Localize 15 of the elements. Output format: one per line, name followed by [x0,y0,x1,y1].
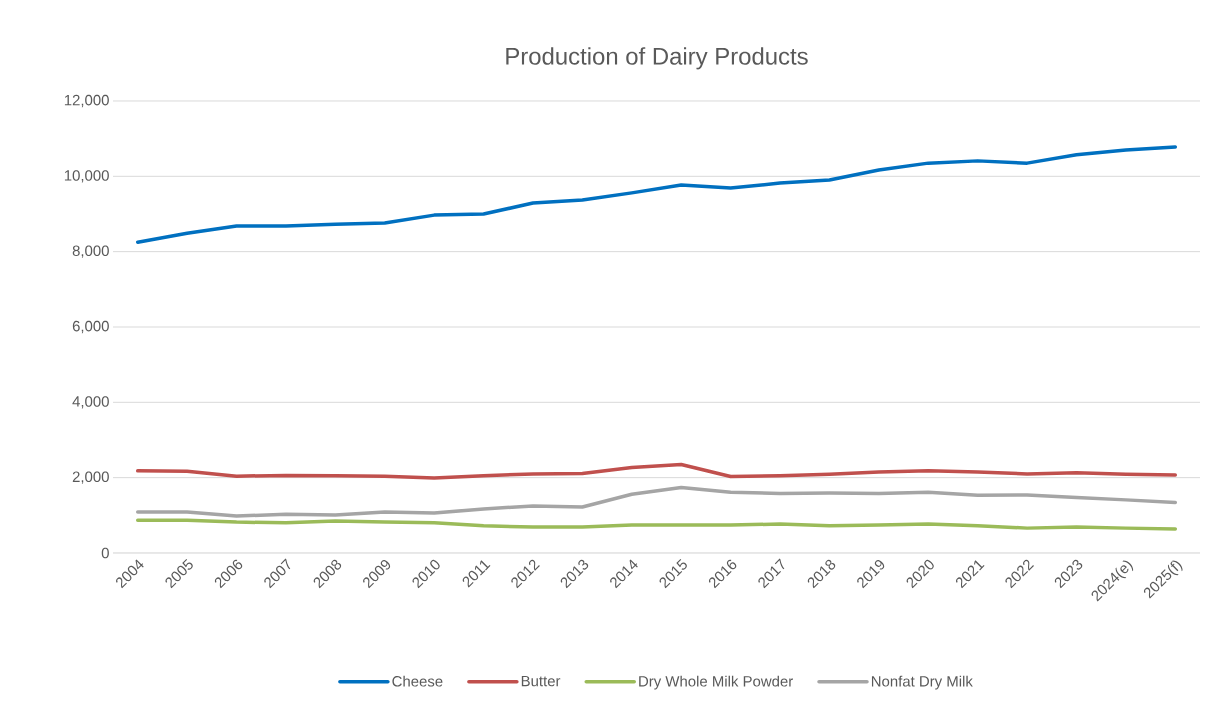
y-tick-label: 10,000 [64,170,109,183]
line-series [135,485,1178,518]
y-tick-label: 8,000 [72,245,109,258]
y-tick-label: 12,000 [64,94,109,108]
line-series [135,145,1178,244]
y-tick-label: 0 [101,547,109,559]
chart-title: Production of Dairy Products [506,47,808,70]
legend-label: Butter [521,675,561,687]
legend-label: Cheese [392,675,443,687]
y-tick-label: 4,000 [72,396,109,409]
y-tick-label: 2,000 [72,471,109,484]
legend-label: Dry Whole Milk Powder [639,675,793,690]
legend-label: Nonfat Dry Milk [871,675,973,690]
y-tick-label: 6,000 [72,320,109,334]
line-series [135,462,1178,480]
